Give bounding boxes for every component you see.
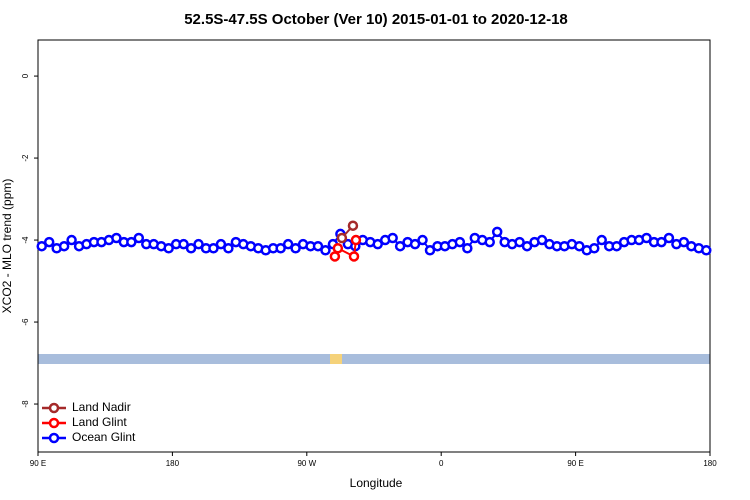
- point: [656, 236, 667, 248]
- y-tick-label: 0: [21, 73, 30, 78]
- point: [36, 240, 47, 252]
- y-axis-label: XCO2 - MLO trend (ppm): [0, 179, 14, 314]
- point: [394, 240, 406, 252]
- point: [678, 236, 690, 248]
- point: [484, 236, 495, 248]
- point: [424, 245, 436, 256]
- point: [312, 240, 324, 252]
- point: [514, 236, 525, 248]
- point: [417, 234, 428, 246]
- y-tick-label: -6: [21, 318, 30, 326]
- point: [58, 240, 70, 252]
- point: [372, 238, 383, 250]
- point: [208, 243, 219, 254]
- point: [185, 243, 197, 254]
- x-tick-label: 90 E: [567, 459, 583, 468]
- legend-label: Ocean Glint: [72, 430, 136, 444]
- chart-title: 52.5S-47.5S October (Ver 10) 2015-01-01 …: [184, 11, 568, 28]
- legend-marker: [48, 402, 60, 414]
- point: [462, 243, 473, 254]
- point: [215, 238, 227, 250]
- point: [348, 251, 360, 262]
- point: [596, 234, 607, 246]
- legend-label: Land Glint: [72, 415, 127, 429]
- legend-marker: [48, 432, 60, 444]
- point: [521, 240, 533, 252]
- point: [663, 232, 675, 244]
- point: [332, 243, 344, 254]
- point: [320, 245, 331, 256]
- land-strip: [330, 354, 342, 364]
- point: [193, 238, 204, 250]
- point: [589, 243, 600, 254]
- point: [126, 236, 137, 248]
- point: [178, 238, 189, 250]
- point: [329, 251, 341, 262]
- x-tick-label: 0: [439, 459, 444, 468]
- point: [454, 236, 466, 248]
- point: [275, 243, 286, 254]
- point: [290, 243, 301, 254]
- x-tick-label: 90 W: [297, 459, 316, 468]
- y-tick-label: -4: [21, 236, 30, 244]
- y-tick-label: -2: [21, 154, 30, 162]
- legend-label: Land Nadir: [72, 400, 131, 414]
- point: [574, 240, 585, 252]
- x-tick-label: 180: [166, 459, 180, 468]
- point: [282, 238, 294, 250]
- x-tick-label: 90 E: [30, 459, 46, 468]
- point: [701, 245, 712, 256]
- point: [409, 238, 421, 250]
- x-axis-label: Longitude: [350, 476, 403, 490]
- point: [536, 234, 548, 246]
- point: [43, 236, 55, 248]
- point: [163, 243, 174, 254]
- point: [611, 240, 622, 252]
- point: [133, 232, 145, 244]
- y-tick-label: -8: [21, 400, 30, 408]
- legend-marker: [48, 417, 60, 429]
- point: [491, 226, 503, 238]
- point: [350, 234, 362, 246]
- point: [641, 232, 652, 244]
- point: [111, 232, 122, 244]
- point: [336, 232, 348, 244]
- map-strip: [38, 354, 710, 364]
- point: [347, 220, 359, 231]
- point: [66, 234, 77, 246]
- x-tick-label: 180: [703, 459, 717, 468]
- point: [387, 232, 398, 244]
- point: [223, 243, 234, 254]
